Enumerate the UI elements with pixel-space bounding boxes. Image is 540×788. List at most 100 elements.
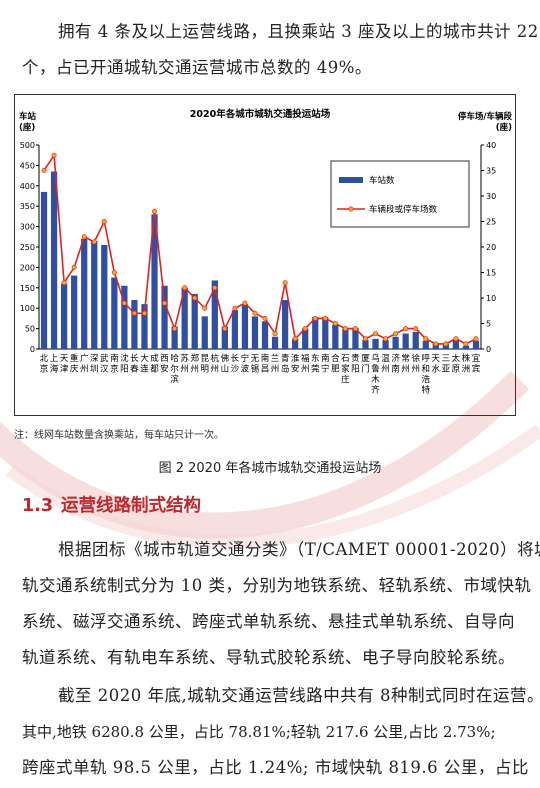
chart-bar — [261, 321, 269, 349]
y-left-tick-label: 200 — [20, 263, 35, 272]
x-tick-label: 阳 — [120, 365, 129, 375]
intro-line: 拥有 4 条及以上运营线路，且换乘站 3 座及以上的城市共计 22 — [58, 22, 539, 41]
line-point — [292, 336, 298, 342]
line-point — [423, 336, 429, 342]
x-tick-label: 肥 — [331, 365, 340, 375]
chart-bar — [312, 317, 319, 349]
x-tick-label: 安 — [160, 364, 169, 375]
chart-bar — [201, 316, 208, 349]
chart-bar — [161, 285, 168, 349]
y-left-tick-label: 250 — [20, 243, 35, 252]
line-point — [332, 321, 338, 327]
line-point — [81, 234, 87, 240]
line-point — [302, 326, 308, 332]
x-tick-label: 上 — [50, 354, 59, 364]
y-right-tick-label: 15 — [486, 269, 496, 278]
x-tick-label: 和 — [421, 365, 430, 375]
chart-bar — [412, 331, 419, 349]
x-tick-label: 州 — [381, 365, 390, 375]
x-tick-label: 州 — [80, 365, 89, 375]
x-tick-label: 浩 — [421, 374, 430, 385]
x-tick-label: 大 — [140, 353, 149, 364]
x-tick-label: 沈 — [120, 353, 129, 364]
x-tick-label: 北 — [40, 354, 49, 364]
chart-bar — [50, 171, 58, 349]
line-point — [121, 300, 127, 306]
x-tick-label: 水 — [432, 364, 441, 375]
chart-bar — [322, 317, 329, 349]
chart-bar — [332, 324, 339, 349]
x-tick-label: 淮 — [291, 353, 300, 364]
body-paragraph: 根据团标《城市轨道交通分类》（T/CAMET 00001-2020）将城 轨交通… — [22, 532, 540, 676]
x-tick-label: 天 — [432, 354, 441, 364]
chart-bar — [221, 326, 228, 349]
x-tick-label: 宁 — [321, 364, 330, 375]
line-point — [272, 331, 278, 337]
line-point — [162, 300, 168, 306]
line-point — [352, 326, 358, 332]
line-point — [51, 152, 57, 158]
y-left-tick-label: 500 — [20, 141, 35, 150]
x-tick-label: 洲 — [462, 365, 471, 375]
line-point — [463, 341, 469, 347]
line-point — [433, 341, 439, 347]
legend-label: 车站数 — [369, 175, 395, 186]
line-point — [111, 270, 117, 276]
line-point — [152, 208, 158, 214]
chart-bar — [472, 340, 480, 349]
x-tick-label: 门 — [361, 364, 370, 375]
line-point — [473, 336, 479, 342]
x-tick-label: 鲁 — [371, 364, 380, 375]
x-tick-label: 京 — [40, 364, 49, 375]
chart-bar — [352, 327, 359, 349]
chart-bar — [141, 304, 148, 349]
chart-bar — [302, 328, 309, 349]
y-left-tick-label: 150 — [20, 284, 35, 293]
x-tick-label: 木 — [371, 374, 380, 385]
chart-bar — [40, 191, 48, 349]
chart-bar — [101, 244, 108, 349]
y-right-tick-label: 20 — [486, 243, 496, 252]
chart-bar — [131, 300, 138, 349]
line-point — [242, 300, 248, 306]
legend-swatch-bar — [339, 177, 363, 183]
line-point — [222, 326, 228, 332]
x-tick-label: 兰 — [271, 353, 280, 364]
y-left-tick-label: 0 — [30, 345, 35, 354]
x-tick-label: 福 — [301, 353, 310, 364]
body-line: 其中,地铁 6280.8 公里，占比 78.81%;轻轨 217.6 公里,占比… — [22, 723, 496, 741]
x-tick-label: 锡 — [251, 365, 260, 375]
line-point — [453, 336, 459, 342]
x-tick-label: 昌 — [261, 365, 270, 375]
chart-bar — [111, 277, 118, 349]
chart-bar — [392, 336, 399, 349]
legend-label: 车辆段或停车场数 — [369, 204, 438, 215]
x-tick-label: 州 — [301, 365, 310, 375]
x-tick-label: 株 — [462, 353, 471, 364]
line-point — [41, 168, 47, 174]
line-point — [322, 315, 328, 321]
line-point — [91, 239, 97, 245]
x-tick-label: 都 — [150, 365, 159, 375]
x-tick-label: 贵 — [351, 353, 360, 364]
line-point — [403, 326, 409, 332]
line-point — [232, 305, 238, 311]
station-chart: 2020年各城市城轨交通投运站场 车站 (座) 停车场/车辆段 (座) 0 50 100 150… — [14, 94, 516, 416]
chart-bar — [191, 293, 198, 349]
x-tick-label: 郑 — [190, 353, 199, 364]
line-point — [202, 305, 208, 311]
line-point — [362, 336, 368, 342]
x-tick-label: 宁 — [241, 353, 250, 364]
chart-title: 2020年各城市城轨交通投运站场 — [190, 108, 331, 120]
chart-bar — [211, 280, 218, 349]
body-paragraph: 截至 2020 年底,城轨交通运营线路中共有 8种制式同时在运营。 其中,地铁 … — [22, 678, 540, 786]
chart-bar — [442, 344, 449, 349]
y-left-tick-label: 300 — [20, 223, 35, 232]
chart-bar — [121, 285, 128, 349]
x-tick-label: 青 — [281, 353, 290, 364]
x-tick-label: 京 — [110, 364, 119, 375]
x-tick-label: 东 — [311, 353, 320, 364]
x-tick-label: 庄 — [341, 374, 350, 385]
line-point — [262, 315, 268, 321]
line-point — [212, 285, 218, 291]
